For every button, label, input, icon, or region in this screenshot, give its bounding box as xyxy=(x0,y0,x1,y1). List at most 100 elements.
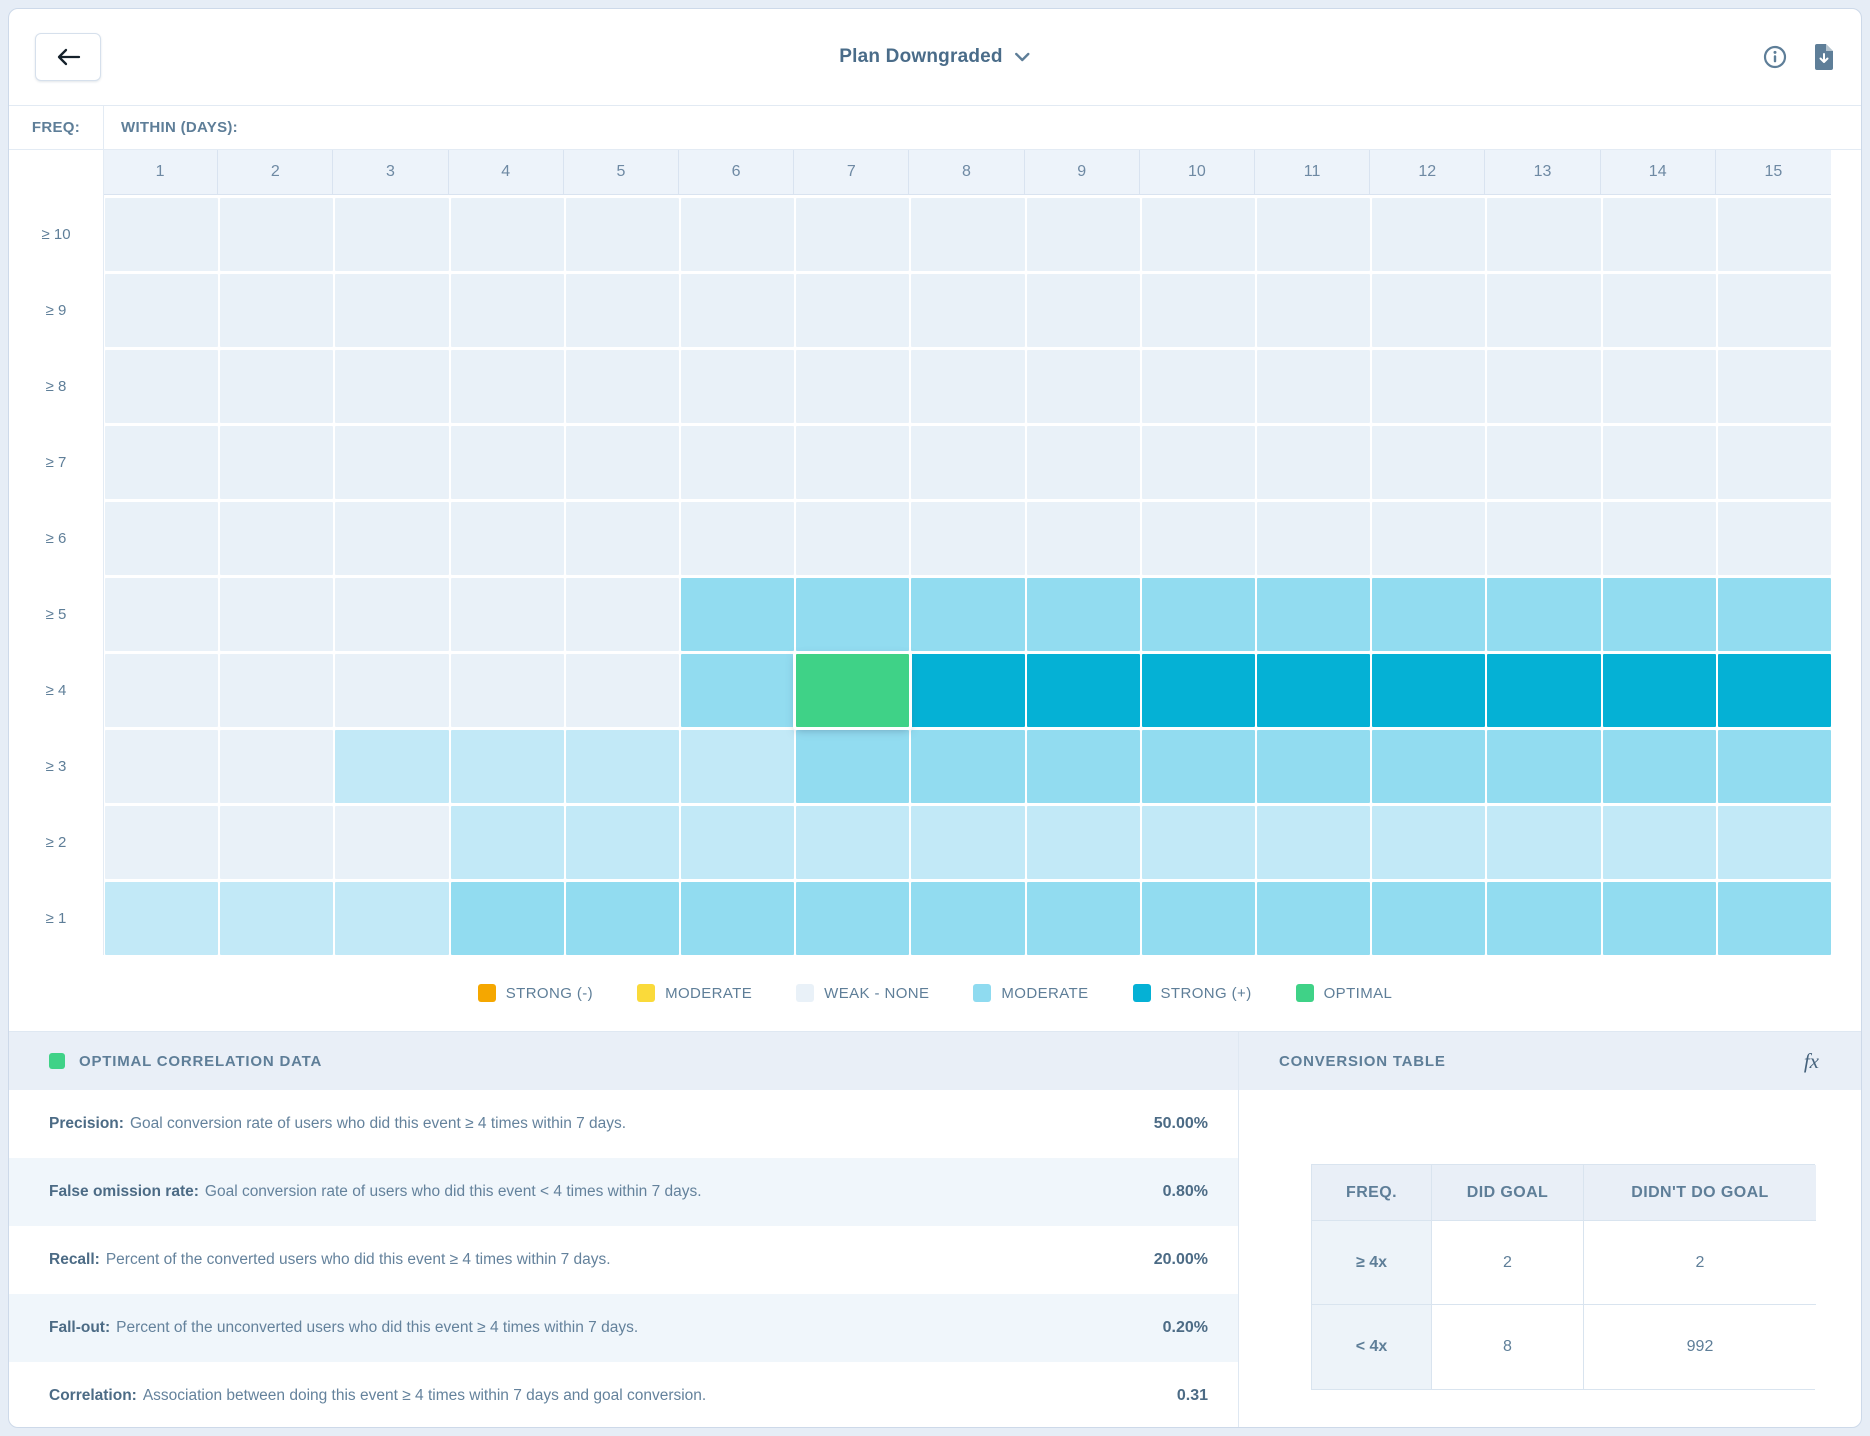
heatmap-cell-ge-9-day-11[interactable] xyxy=(1256,274,1371,347)
heatmap-cell-ge-8-day-3[interactable] xyxy=(335,350,449,423)
heatmap-cell-ge-5-day-6[interactable] xyxy=(680,578,795,651)
heatmap-cell-ge-8-day-6[interactable] xyxy=(680,350,795,423)
heatmap-cell-ge-3-day-8[interactable] xyxy=(911,730,1025,803)
heatmap-cell-ge-3-day-3[interactable] xyxy=(335,730,449,803)
heatmap-cell-ge-2-day-4[interactable] xyxy=(450,806,564,879)
heatmap-cell-ge-3-day-2[interactable] xyxy=(220,730,334,803)
heatmap-cell-ge-9-day-10[interactable] xyxy=(1141,274,1255,347)
heatmap-cell-ge-8-day-12[interactable] xyxy=(1372,350,1486,423)
heatmap-cell-ge-7-day-8[interactable] xyxy=(911,426,1025,499)
heatmap-cell-ge-7-day-15[interactable] xyxy=(1717,426,1831,499)
heatmap-cell-ge-7-day-9[interactable] xyxy=(1026,426,1140,499)
heatmap-cell-ge-9-day-4[interactable] xyxy=(450,274,564,347)
heatmap-cell-ge-5-day-12[interactable] xyxy=(1372,578,1486,651)
heatmap-cell-ge-5-day-2[interactable] xyxy=(220,578,334,651)
heatmap-cell-ge-5-day-14[interactable] xyxy=(1602,578,1716,651)
heatmap-cell-ge-6-day-11[interactable] xyxy=(1256,502,1371,575)
heatmap-cell-ge-9-day-9[interactable] xyxy=(1026,274,1140,347)
heatmap-cell-ge-6-day-9[interactable] xyxy=(1026,502,1140,575)
heatmap-cell-ge-1-day-3[interactable] xyxy=(335,882,449,955)
heatmap-cell-ge-10-day-12[interactable] xyxy=(1372,198,1486,271)
heatmap-cell-ge-5-day-3[interactable] xyxy=(335,578,449,651)
heatmap-cell-ge-6-day-15[interactable] xyxy=(1717,502,1831,575)
heatmap-cell-ge-5-day-1[interactable] xyxy=(105,578,219,651)
heatmap-cell-ge-5-day-4[interactable] xyxy=(450,578,564,651)
heatmap-cell-ge-1-day-5[interactable] xyxy=(565,882,679,955)
heatmap-cell-ge-10-day-11[interactable] xyxy=(1256,198,1371,271)
heatmap-cell-ge-10-day-9[interactable] xyxy=(1026,198,1140,271)
heatmap-cell-ge-10-day-8[interactable] xyxy=(911,198,1025,271)
heatmap-cell-ge-4-day-5[interactable] xyxy=(565,654,679,727)
heatmap-cell-ge-6-day-10[interactable] xyxy=(1141,502,1255,575)
heatmap-cell-ge-3-day-1[interactable] xyxy=(105,730,219,803)
heatmap-cell-ge-7-day-2[interactable] xyxy=(220,426,334,499)
heatmap-cell-ge-4-day-4[interactable] xyxy=(450,654,564,727)
heatmap-cell-ge-5-day-7[interactable] xyxy=(796,578,910,651)
heatmap-cell-ge-4-day-12[interactable] xyxy=(1372,654,1486,727)
heatmap-cell-ge-9-day-14[interactable] xyxy=(1602,274,1716,347)
heatmap-cell-ge-2-day-3[interactable] xyxy=(335,806,449,879)
heatmap-cell-ge-4-day-6[interactable] xyxy=(680,654,795,727)
heatmap-cell-ge-10-day-2[interactable] xyxy=(220,198,334,271)
heatmap-cell-ge-3-day-12[interactable] xyxy=(1372,730,1486,803)
heatmap-cell-ge-7-day-11[interactable] xyxy=(1256,426,1371,499)
heatmap-cell-ge-5-day-11[interactable] xyxy=(1256,578,1371,651)
heatmap-cell-ge-10-day-4[interactable] xyxy=(450,198,564,271)
heatmap-cell-ge-2-day-2[interactable] xyxy=(220,806,334,879)
heatmap-cell-ge-7-day-10[interactable] xyxy=(1141,426,1255,499)
heatmap-cell-ge-6-day-3[interactable] xyxy=(335,502,449,575)
heatmap-cell-ge-2-day-12[interactable] xyxy=(1372,806,1486,879)
heatmap-cell-ge-2-day-1[interactable] xyxy=(105,806,219,879)
heatmap-cell-ge-3-day-11[interactable] xyxy=(1256,730,1371,803)
heatmap-cell-ge-10-day-13[interactable] xyxy=(1487,198,1601,271)
heatmap-cell-ge-8-day-10[interactable] xyxy=(1141,350,1255,423)
heatmap-cell-ge-8-day-8[interactable] xyxy=(911,350,1025,423)
heatmap-cell-ge-8-day-7[interactable] xyxy=(796,350,910,423)
heatmap-cell-ge-9-day-12[interactable] xyxy=(1372,274,1486,347)
heatmap-cell-ge-1-day-1[interactable] xyxy=(105,882,219,955)
heatmap-cell-ge-9-day-15[interactable] xyxy=(1717,274,1831,347)
heatmap-cell-ge-1-day-15[interactable] xyxy=(1717,882,1831,955)
heatmap-cell-ge-8-day-4[interactable] xyxy=(450,350,564,423)
heatmap-cell-ge-5-day-8[interactable] xyxy=(911,578,1025,651)
heatmap-cell-ge-6-day-1[interactable] xyxy=(105,502,219,575)
heatmap-cell-ge-1-day-2[interactable] xyxy=(220,882,334,955)
heatmap-cell-ge-5-day-10[interactable] xyxy=(1141,578,1255,651)
heatmap-cell-ge-6-day-13[interactable] xyxy=(1487,502,1601,575)
heatmap-cell-ge-10-day-5[interactable] xyxy=(565,198,679,271)
heatmap-cell-ge-7-day-6[interactable] xyxy=(680,426,795,499)
heatmap-cell-ge-5-day-13[interactable] xyxy=(1487,578,1601,651)
heatmap-cell-ge-8-day-2[interactable] xyxy=(220,350,334,423)
event-selector-dropdown[interactable]: Plan Downgraded xyxy=(839,46,1030,68)
heatmap-cell-ge-2-day-9[interactable] xyxy=(1026,806,1140,879)
info-icon[interactable] xyxy=(1763,45,1787,69)
heatmap-cell-ge-8-day-15[interactable] xyxy=(1717,350,1831,423)
heatmap-cell-ge-7-day-4[interactable] xyxy=(450,426,564,499)
heatmap-cell-ge-2-day-8[interactable] xyxy=(911,806,1025,879)
heatmap-cell-ge-3-day-14[interactable] xyxy=(1602,730,1716,803)
heatmap-cell-ge-3-day-6[interactable] xyxy=(680,730,795,803)
heatmap-cell-ge-1-day-13[interactable] xyxy=(1487,882,1601,955)
heatmap-cell-ge-2-day-7[interactable] xyxy=(796,806,910,879)
heatmap-cell-ge-7-day-13[interactable] xyxy=(1487,426,1601,499)
heatmap-cell-ge-1-day-10[interactable] xyxy=(1141,882,1255,955)
heatmap-cell-ge-6-day-2[interactable] xyxy=(220,502,334,575)
heatmap-cell-ge-10-day-7[interactable] xyxy=(796,198,910,271)
heatmap-cell-ge-4-day-14[interactable] xyxy=(1602,654,1716,727)
heatmap-cell-ge-8-day-14[interactable] xyxy=(1602,350,1716,423)
heatmap-cell-ge-4-day-15[interactable] xyxy=(1717,654,1831,727)
heatmap-cell-ge-4-day-9[interactable] xyxy=(1026,654,1140,727)
heatmap-cell-ge-1-day-6[interactable] xyxy=(680,882,795,955)
heatmap-cell-ge-6-day-12[interactable] xyxy=(1372,502,1486,575)
heatmap-cell-ge-3-day-4[interactable] xyxy=(450,730,564,803)
heatmap-cell-ge-1-day-7[interactable] xyxy=(796,882,910,955)
heatmap-cell-ge-10-day-10[interactable] xyxy=(1141,198,1255,271)
heatmap-cell-ge-7-day-14[interactable] xyxy=(1602,426,1716,499)
heatmap-cell-ge-3-day-5[interactable] xyxy=(565,730,679,803)
heatmap-cell-ge-6-day-14[interactable] xyxy=(1602,502,1716,575)
heatmap-cell-ge-1-day-12[interactable] xyxy=(1372,882,1486,955)
heatmap-cell-ge-9-day-2[interactable] xyxy=(220,274,334,347)
heatmap-cell-ge-2-day-11[interactable] xyxy=(1256,806,1371,879)
heatmap-cell-ge-9-day-13[interactable] xyxy=(1487,274,1601,347)
heatmap-cell-ge-2-day-13[interactable] xyxy=(1487,806,1601,879)
